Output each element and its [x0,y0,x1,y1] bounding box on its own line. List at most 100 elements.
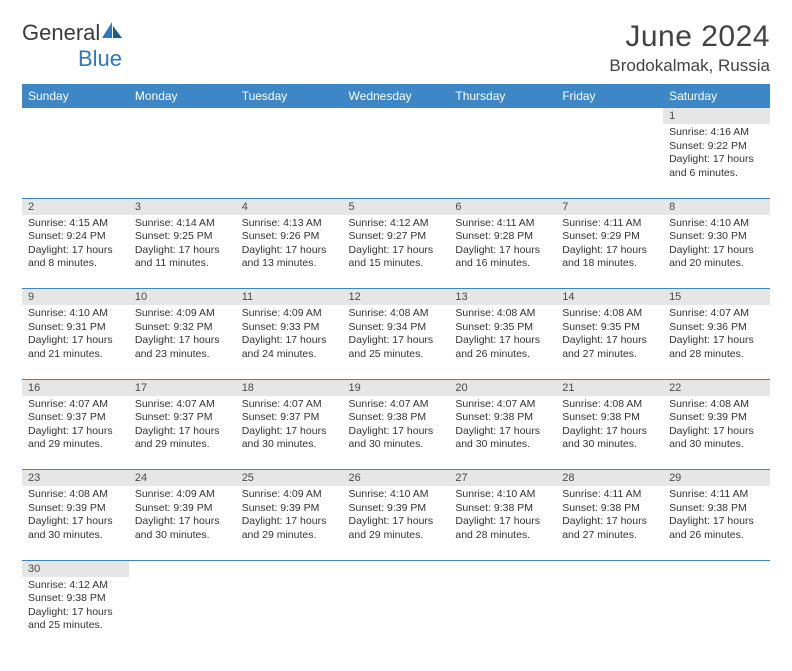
day-number: 7 [556,198,663,215]
daynum-row: 23242526272829 [22,470,770,487]
day-content: Sunrise: 4:15 AMSunset: 9:24 PMDaylight:… [22,215,129,276]
day-cell [556,577,663,651]
month-title: June 2024 [609,20,770,54]
day-content: Sunrise: 4:09 AMSunset: 9:32 PMDaylight:… [129,305,236,366]
day-number [22,108,129,124]
day-number: 10 [129,289,236,306]
day-cell: Sunrise: 4:07 AMSunset: 9:37 PMDaylight:… [236,396,343,470]
day-number: 16 [22,379,129,396]
day-number: 25 [236,470,343,487]
day-number [343,108,450,124]
day-content: Sunrise: 4:08 AMSunset: 9:35 PMDaylight:… [556,305,663,366]
day-content: Sunrise: 4:10 AMSunset: 9:39 PMDaylight:… [343,486,450,547]
day-content: Sunrise: 4:09 AMSunset: 9:39 PMDaylight:… [236,486,343,547]
day-number: 9 [22,289,129,306]
daynum-row: 2345678 [22,198,770,215]
day-number [449,108,556,124]
day-cell: Sunrise: 4:12 AMSunset: 9:27 PMDaylight:… [343,215,450,289]
location: Brodokalmak, Russia [609,56,770,76]
day-cell: Sunrise: 4:09 AMSunset: 9:33 PMDaylight:… [236,305,343,379]
header: General Blue June 2024 Brodokalmak, Russ… [22,20,770,76]
day-cell: Sunrise: 4:07 AMSunset: 9:37 PMDaylight:… [129,396,236,470]
day-number: 15 [663,289,770,306]
week-content-row: Sunrise: 4:16 AMSunset: 9:22 PMDaylight:… [22,124,770,198]
day-cell: Sunrise: 4:08 AMSunset: 9:35 PMDaylight:… [449,305,556,379]
day-number: 23 [22,470,129,487]
week-content-row: Sunrise: 4:15 AMSunset: 9:24 PMDaylight:… [22,215,770,289]
day-content: Sunrise: 4:07 AMSunset: 9:37 PMDaylight:… [22,396,129,457]
day-number: 6 [449,198,556,215]
day-number: 13 [449,289,556,306]
weekday-header: Wednesday [343,84,450,108]
weekday-header: Monday [129,84,236,108]
day-number: 20 [449,379,556,396]
day-cell: Sunrise: 4:15 AMSunset: 9:24 PMDaylight:… [22,215,129,289]
day-content: Sunrise: 4:07 AMSunset: 9:37 PMDaylight:… [129,396,236,457]
day-content: Sunrise: 4:10 AMSunset: 9:38 PMDaylight:… [449,486,556,547]
day-cell [343,124,450,198]
day-number: 17 [129,379,236,396]
day-cell [343,577,450,651]
day-cell [129,577,236,651]
day-cell: Sunrise: 4:08 AMSunset: 9:34 PMDaylight:… [343,305,450,379]
day-cell: Sunrise: 4:11 AMSunset: 9:38 PMDaylight:… [663,486,770,560]
day-number: 22 [663,379,770,396]
day-number: 14 [556,289,663,306]
day-cell: Sunrise: 4:14 AMSunset: 9:25 PMDaylight:… [129,215,236,289]
day-content: Sunrise: 4:07 AMSunset: 9:37 PMDaylight:… [236,396,343,457]
weekday-header: Thursday [449,84,556,108]
day-cell: Sunrise: 4:08 AMSunset: 9:39 PMDaylight:… [663,396,770,470]
day-number [343,560,450,577]
day-number: 3 [129,198,236,215]
day-cell: Sunrise: 4:09 AMSunset: 9:32 PMDaylight:… [129,305,236,379]
weekday-header: Friday [556,84,663,108]
day-content: Sunrise: 4:09 AMSunset: 9:33 PMDaylight:… [236,305,343,366]
day-number: 8 [663,198,770,215]
day-content: Sunrise: 4:09 AMSunset: 9:39 PMDaylight:… [129,486,236,547]
day-number: 21 [556,379,663,396]
day-number: 4 [236,198,343,215]
day-cell [22,124,129,198]
weekday-header: Tuesday [236,84,343,108]
day-cell: Sunrise: 4:10 AMSunset: 9:38 PMDaylight:… [449,486,556,560]
day-number: 30 [22,560,129,577]
day-number [129,108,236,124]
weekday-header-row: SundayMondayTuesdayWednesdayThursdayFrid… [22,84,770,108]
day-number [663,560,770,577]
daynum-row: 30 [22,560,770,577]
day-cell: Sunrise: 4:08 AMSunset: 9:35 PMDaylight:… [556,305,663,379]
day-cell [236,124,343,198]
sail-icon [100,20,124,40]
day-number [556,108,663,124]
day-content: Sunrise: 4:10 AMSunset: 9:30 PMDaylight:… [663,215,770,276]
calendar-table: SundayMondayTuesdayWednesdayThursdayFrid… [22,84,770,651]
day-content: Sunrise: 4:08 AMSunset: 9:35 PMDaylight:… [449,305,556,366]
day-cell: Sunrise: 4:12 AMSunset: 9:38 PMDaylight:… [22,577,129,651]
day-content: Sunrise: 4:11 AMSunset: 9:29 PMDaylight:… [556,215,663,276]
day-cell [663,577,770,651]
weekday-header: Saturday [663,84,770,108]
day-content: Sunrise: 4:12 AMSunset: 9:27 PMDaylight:… [343,215,450,276]
day-cell: Sunrise: 4:09 AMSunset: 9:39 PMDaylight:… [129,486,236,560]
day-content: Sunrise: 4:07 AMSunset: 9:38 PMDaylight:… [449,396,556,457]
day-cell: Sunrise: 4:11 AMSunset: 9:28 PMDaylight:… [449,215,556,289]
day-cell: Sunrise: 4:07 AMSunset: 9:38 PMDaylight:… [449,396,556,470]
day-content: Sunrise: 4:11 AMSunset: 9:38 PMDaylight:… [663,486,770,547]
day-number: 27 [449,470,556,487]
day-content: Sunrise: 4:07 AMSunset: 9:36 PMDaylight:… [663,305,770,366]
week-content-row: Sunrise: 4:08 AMSunset: 9:39 PMDaylight:… [22,486,770,560]
logo-text-1: General [22,20,100,45]
day-content: Sunrise: 4:12 AMSunset: 9:38 PMDaylight:… [22,577,129,638]
day-cell: Sunrise: 4:08 AMSunset: 9:39 PMDaylight:… [22,486,129,560]
day-cell [236,577,343,651]
daynum-row: 16171819202122 [22,379,770,396]
day-content: Sunrise: 4:08 AMSunset: 9:34 PMDaylight:… [343,305,450,366]
calendar-body: 1Sunrise: 4:16 AMSunset: 9:22 PMDaylight… [22,108,770,651]
day-number: 24 [129,470,236,487]
day-content: Sunrise: 4:16 AMSunset: 9:22 PMDaylight:… [663,124,770,185]
day-cell: Sunrise: 4:11 AMSunset: 9:38 PMDaylight:… [556,486,663,560]
day-number [129,560,236,577]
day-cell: Sunrise: 4:08 AMSunset: 9:38 PMDaylight:… [556,396,663,470]
day-number: 2 [22,198,129,215]
day-number: 26 [343,470,450,487]
